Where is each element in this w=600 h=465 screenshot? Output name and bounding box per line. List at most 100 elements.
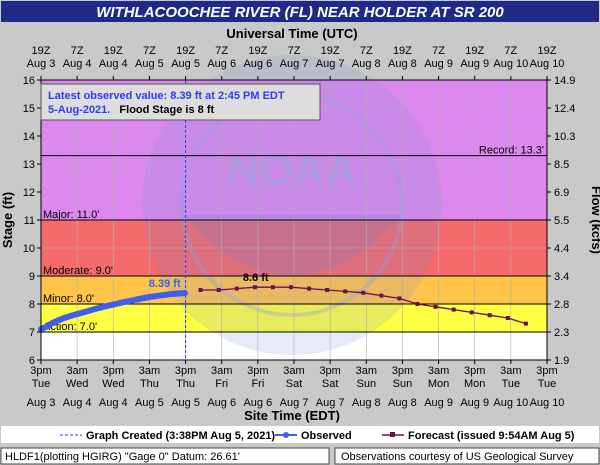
svg-text:5-Aug-2021. Flood Stag: 5-Aug-2021. Flood Stage is 8 ft — [48, 104, 214, 116]
utc-tick-date-4: Aug 5 — [171, 58, 200, 70]
footer-credit: Observations courtesy of US Geological S… — [341, 451, 574, 463]
site-tick-day-4: Thu — [176, 378, 195, 390]
legend-graph-created: Graph Created (3:38PM Aug 5, 2021) — [86, 430, 275, 442]
utc-tick-date-2: Aug 4 — [99, 58, 128, 70]
legend: Graph Created (3:38PM Aug 5, 2021) Obser… — [1, 426, 599, 443]
utc-tick-time-3: 7Z — [143, 45, 156, 57]
site-tick-day-10: Sun — [393, 378, 413, 390]
utc-tick-date-12: Aug 9 — [460, 58, 489, 70]
utc-tick-time-6: 19Z — [248, 45, 267, 57]
site-tick-time-5: 3am — [211, 365, 232, 377]
flow-tick-7: 8.5 — [554, 159, 569, 171]
site-tick-day-14: Tue — [538, 378, 557, 390]
stage-tick-0: 6 — [29, 355, 35, 367]
site-tick-time-1: 3am — [66, 365, 87, 377]
observed-point-19 — [134, 296, 141, 303]
site-tick-time-13: 3am — [500, 365, 521, 377]
observed-point-10 — [80, 309, 87, 316]
threshold-label-1: Minor: 8.0' — [43, 293, 94, 305]
stage-tick-8: 14 — [23, 131, 35, 143]
site-tick-date-8: Aug 7 — [316, 397, 345, 409]
watermark-wave — [182, 215, 402, 275]
site-tick-date-3: Aug 5 — [135, 397, 164, 409]
stage-tick-6: 12 — [23, 187, 35, 199]
stage-tick-4: 10 — [23, 243, 35, 255]
site-tick-time-2: 3pm — [103, 365, 124, 377]
legend-observed: Observed — [301, 430, 352, 442]
site-tick-date-13: Aug 10 — [493, 397, 528, 409]
flow-tick-6: 6.9 — [554, 187, 569, 199]
chart-title: WITHLACOOCHEE RIVER (FL) NEAR HOLDER AT … — [96, 4, 504, 21]
forecast-point-12 — [415, 302, 420, 306]
watermark-text: NOAA — [227, 146, 357, 195]
forecast-point-3 — [252, 285, 257, 290]
site-tick-time-6: 3pm — [247, 365, 268, 377]
utc-tick-date-13: Aug 10 — [493, 58, 528, 70]
utc-tick-time-0: 19Z — [32, 45, 51, 57]
forecast-point-5 — [288, 285, 293, 290]
flow-tick-10: 14.9 — [554, 75, 575, 87]
site-tick-time-0: 3pm — [30, 365, 51, 377]
flood-stage-text: Flood Stage is 8 ft — [119, 104, 214, 116]
utc-tick-date-9: Aug 8 — [352, 58, 381, 70]
forecast-point-6 — [307, 286, 312, 291]
observed-point-23 — [158, 292, 165, 299]
observed-point-27 — [181, 290, 188, 297]
site-tick-date-0: Aug 3 — [27, 397, 56, 409]
utc-tick-time-4: 19Z — [176, 45, 195, 57]
forecast-point-8 — [343, 289, 348, 294]
utc-tick-time-11: 7Z — [432, 45, 445, 57]
utc-tick-date-1: Aug 4 — [63, 58, 92, 70]
stage-tick-5: 11 — [24, 215, 35, 227]
site-tick-date-1: Aug 4 — [63, 397, 92, 409]
utc-tick-time-12: 19Z — [465, 45, 484, 57]
observed-point-7 — [62, 314, 69, 321]
observed-point-22 — [152, 293, 159, 300]
observed-point-9 — [74, 311, 81, 318]
site-tick-day-12: Mon — [464, 378, 485, 390]
utc-tick-date-7: Aug 7 — [280, 58, 309, 70]
observed-value-label: 8.39 ft — [149, 278, 181, 290]
site-tick-date-4: Aug 5 — [171, 397, 200, 409]
forecast-point-13 — [433, 304, 438, 309]
bottom-axis-title: Site Time (EDT) — [244, 408, 340, 423]
site-tick-date-5: Aug 6 — [207, 397, 236, 409]
utc-tick-date-6: Aug 6 — [243, 58, 272, 70]
flow-tick-8: 10.3 — [554, 131, 575, 143]
stage-tick-10: 16 — [23, 75, 35, 87]
flow-tick-2: 2.8 — [554, 299, 569, 311]
utc-tick-time-2: 19Z — [104, 45, 123, 57]
observed-point-16 — [116, 300, 123, 307]
observed-point-14 — [104, 302, 111, 309]
utc-tick-date-8: Aug 7 — [316, 58, 345, 70]
stage-tick-2: 8 — [29, 299, 35, 311]
forecast-point-2 — [234, 286, 239, 291]
threshold-label-3: Major: 11.0' — [43, 209, 99, 221]
forecast-point-7 — [325, 288, 330, 292]
utc-tick-time-1: 7Z — [71, 45, 84, 57]
latest-value-line1: Latest observed value: 8.39 ft at 2:45 P… — [48, 90, 285, 102]
utc-tick-time-14: 19Z — [538, 45, 557, 57]
forecast-point-10 — [379, 293, 384, 298]
observed-point-11 — [86, 307, 93, 314]
site-tick-time-3: 3am — [139, 365, 160, 377]
site-tick-day-5: Fri — [215, 378, 228, 390]
threshold-label-2: Moderate: 9.0' — [43, 265, 113, 277]
utc-tick-date-3: Aug 5 — [135, 58, 164, 70]
forecast-peak-label: 8.6 ft — [243, 272, 269, 284]
observed-point-21 — [146, 294, 153, 300]
site-tick-time-11: 3am — [428, 365, 449, 377]
observed-point-8 — [68, 312, 75, 319]
flow-tick-9: 12.4 — [554, 103, 575, 115]
noaa-watermark: NOAA — [142, 55, 442, 355]
utc-tick-date-5: Aug 6 — [207, 58, 236, 70]
threshold-label-4: Record: 13.3' — [479, 145, 544, 157]
utc-tick-time-9: 7Z — [360, 45, 373, 57]
stage-tick-7: 13 — [23, 159, 35, 171]
forecast-point-1 — [216, 288, 221, 292]
site-tick-day-9: Sun — [356, 378, 376, 390]
site-tick-date-10: Aug 8 — [388, 397, 417, 409]
observed-point-25 — [170, 290, 177, 297]
utc-tick-time-10: 19Z — [393, 45, 412, 57]
right-axis-title: Flow (kcfs) — [589, 186, 600, 254]
